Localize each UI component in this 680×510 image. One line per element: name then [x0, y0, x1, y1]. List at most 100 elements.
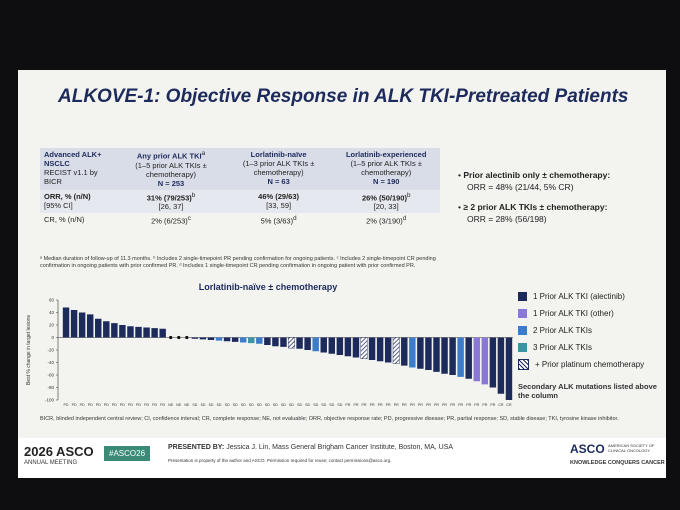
col-n: N = 63	[267, 177, 290, 186]
bar	[239, 337, 247, 343]
x-category-label: NE	[184, 403, 190, 407]
x-category-label: SD	[305, 403, 310, 407]
bar	[376, 337, 384, 362]
x-category-label: PR	[394, 403, 399, 407]
x-category-label: SD	[313, 403, 318, 407]
x-category-label: PD	[104, 403, 109, 407]
legend-item: 3 Prior ALK TKIs	[518, 339, 663, 356]
cr: 5% (3/63)	[260, 216, 294, 226]
bullet-body: ORR = 28% (56/198)	[467, 213, 547, 224]
bar	[489, 337, 497, 388]
note: d	[402, 215, 407, 222]
legend-swatch	[518, 292, 527, 301]
x-category-label: PD	[64, 403, 69, 407]
bar	[425, 337, 432, 370]
x-category-label: PR	[482, 403, 487, 407]
bar	[95, 318, 102, 338]
x-category-label: PR	[466, 403, 471, 407]
x-category-label: SD	[200, 403, 205, 407]
x-category-label: PD	[128, 403, 133, 407]
y-tick-label: 60	[49, 298, 55, 303]
bar	[288, 337, 295, 349]
bar	[135, 326, 142, 338]
x-category-label: PR	[370, 403, 375, 407]
x-category-label: PR	[450, 403, 455, 407]
col-name: Lorlatinib-naïve	[250, 150, 307, 159]
x-category-label: PD	[96, 403, 101, 407]
y-axis-label: Best % change in target lesions	[26, 314, 32, 385]
col-sub: (1–5 prior ALK TKIs ± chemotherapy)	[135, 160, 207, 179]
x-category-label: SD	[233, 403, 238, 407]
x-category-label: PR	[345, 403, 350, 407]
logo: ASCO	[570, 442, 605, 456]
bar	[449, 337, 456, 375]
x-category-label: PR	[458, 403, 463, 407]
bar	[328, 337, 336, 354]
bar	[151, 328, 158, 338]
bar	[127, 326, 134, 338]
x-category-label: PD	[80, 403, 85, 407]
bar	[352, 337, 360, 358]
bar	[481, 337, 489, 385]
bar	[457, 337, 464, 377]
x-category-label: PR	[442, 403, 447, 407]
orr: 31% (79/253)	[146, 193, 192, 202]
y-tick-label: 20	[49, 323, 55, 328]
x-category-label: SD	[208, 403, 213, 407]
bar	[360, 337, 368, 359]
x-category-label: SD	[281, 403, 286, 407]
x-category-label: PD	[112, 403, 117, 407]
abbreviations: BICR, blinded independent central review…	[40, 416, 619, 422]
y-tick-label: -100	[45, 398, 55, 403]
x-category-label: PR	[362, 403, 367, 407]
col-n: N = 253	[157, 178, 185, 188]
footer: 2026 ASCO ANNUAL MEETING #ASCO26 PRESENT…	[18, 438, 666, 478]
slide-title: ALKOVE-1: Objective Response in ALK TKI-…	[58, 86, 629, 107]
x-category-label: SD	[192, 403, 197, 407]
logo-sub: AMERICAN SOCIETY OF CLINICAL ONCOLOGY	[608, 443, 655, 453]
bar	[280, 337, 287, 347]
x-category-label: SD	[337, 403, 342, 407]
y-tick-label: 0	[51, 335, 54, 340]
presenter: Jessica J. Lin, Mass General Brigham Can…	[226, 444, 454, 451]
bullets: • Prior alectinib only ± chemotherapy: O…	[458, 170, 658, 226]
ne-marker	[177, 335, 181, 340]
bar	[336, 337, 344, 355]
note: b	[191, 191, 196, 199]
bullet-head: ≥ 2 prior ALK TKIs ± chemotherapy:	[463, 201, 608, 212]
note: b	[406, 191, 411, 199]
bar	[207, 337, 215, 340]
x-category-label: SD	[225, 403, 230, 407]
x-category-label: CR	[498, 403, 504, 407]
x-category-label: SD	[249, 403, 254, 407]
x-category-label: PR	[386, 403, 391, 407]
col-name: Lorlatinib-experienced	[345, 150, 427, 159]
bullet-body: ORR = 48% (21/44, 5% CR)	[467, 181, 574, 192]
x-category-label: PD	[144, 403, 149, 407]
legend-item: + Prior platinum chemotherapy	[518, 356, 663, 373]
ci: [26, 37]	[158, 202, 184, 211]
bar	[401, 337, 408, 366]
x-category-label: SD	[273, 403, 278, 407]
legend-item: 1 Prior ALK TKI (other)	[518, 305, 663, 322]
ci: [20, 33]	[373, 202, 399, 211]
x-category-label: SD	[257, 403, 262, 407]
bar	[304, 337, 311, 350]
y-tick-label: -60	[47, 373, 54, 378]
x-category-label: PD	[152, 403, 157, 407]
bar	[320, 337, 327, 353]
legend-swatch	[518, 309, 527, 318]
x-category-label: SD	[297, 403, 302, 407]
table-footnote: ᵃ Median duration of follow-up of 11.3 m…	[40, 256, 436, 270]
ne-marker	[169, 335, 173, 340]
bar	[159, 328, 166, 338]
legend-note: Secondary ALK mutations listed above the…	[518, 382, 657, 400]
bar	[417, 337, 424, 369]
bar	[368, 337, 376, 360]
ne-marker	[185, 335, 189, 340]
x-category-label: PR	[474, 403, 479, 407]
bar	[264, 337, 271, 345]
row-label: [95% CI]	[44, 200, 73, 210]
bar	[384, 337, 392, 363]
bar	[119, 325, 126, 338]
